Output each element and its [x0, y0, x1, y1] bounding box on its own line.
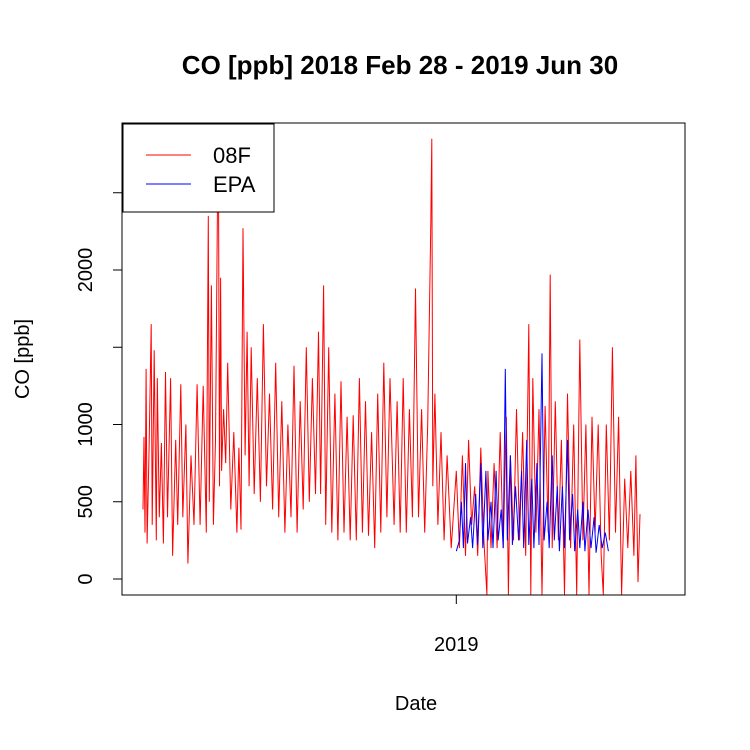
plot-box: [121, 122, 686, 596]
y-tick-label: 1000: [75, 402, 97, 447]
series-line-08f: [142, 138, 641, 595]
legend-box: [122, 123, 275, 213]
legend-label-08f: 08F: [213, 143, 251, 168]
y-tick-label: 500: [75, 485, 97, 518]
x-tick-label: 2019: [434, 634, 479, 656]
x-axis: 2019: [434, 595, 479, 656]
series-layer: [142, 138, 641, 595]
y-axis-label: CO [ppb]: [12, 319, 34, 399]
y-tick-label: 0: [75, 573, 97, 584]
y-tick-label: 2000: [75, 248, 97, 293]
legend: 08F EPA: [122, 123, 275, 213]
legend-label-epa: EPA: [213, 172, 256, 197]
x-axis-label: Date: [395, 693, 437, 715]
y-axis: 0 500 1000 2000: [75, 192, 122, 585]
chart-title: CO [ppb] 2018 Feb 28 - 2019 Jun 30: [182, 50, 618, 80]
series-line-epa: [455, 353, 609, 553]
